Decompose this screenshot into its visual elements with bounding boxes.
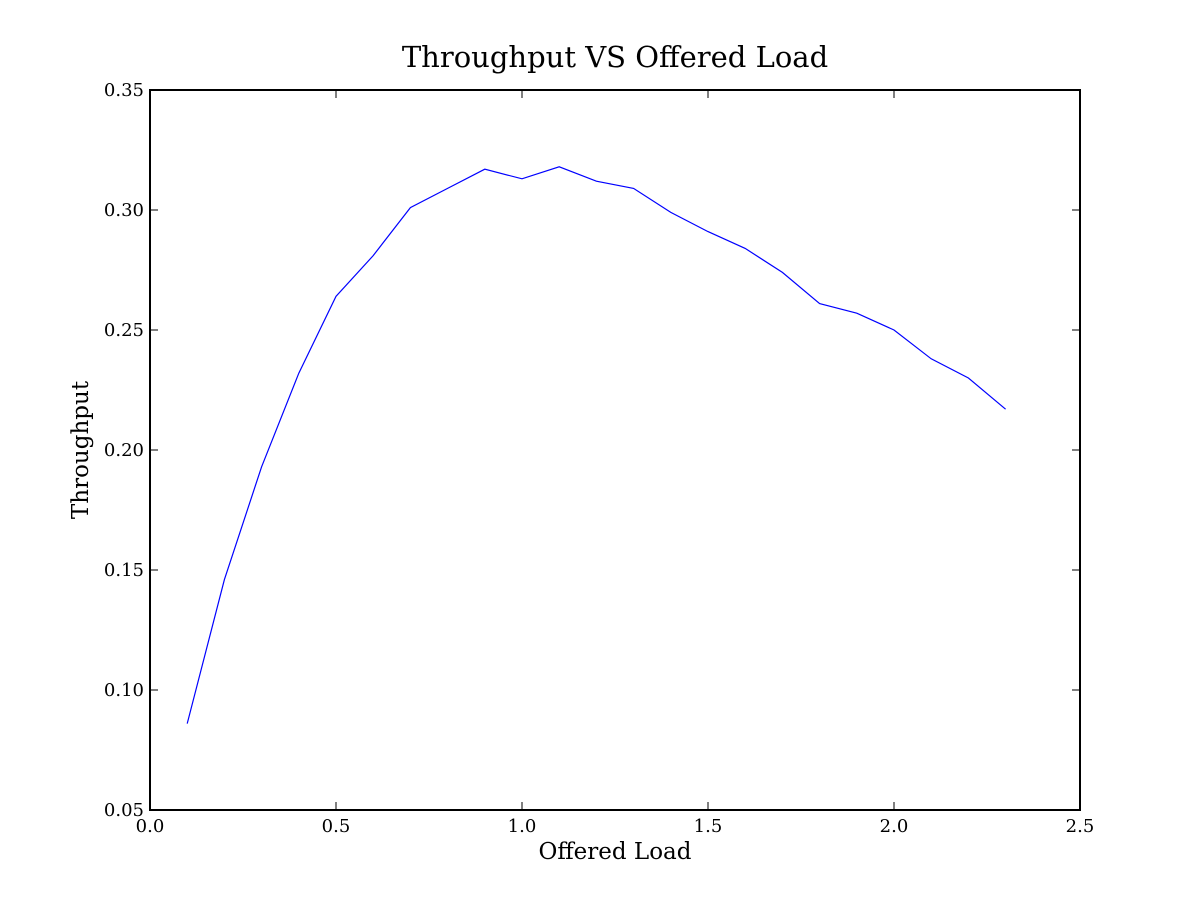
y-tick-label: 0.30 [104, 200, 144, 221]
x-tick-label: 2.0 [880, 816, 909, 837]
y-tick-label: 0.10 [104, 680, 144, 701]
y-tick-label: 0.25 [104, 320, 144, 341]
x-tick-label: 1.5 [694, 816, 723, 837]
y-tick-label: 0.20 [104, 440, 144, 461]
axes-frame [150, 90, 1080, 810]
chart-title: Throughput VS Offered Load [402, 40, 828, 74]
y-tick-label: 0.05 [104, 800, 144, 821]
x-tick-label: 1.0 [508, 816, 537, 837]
x-axis-label: Offered Load [538, 839, 691, 865]
y-tick-label: 0.35 [104, 80, 144, 101]
x-tick-label: 2.5 [1066, 816, 1095, 837]
x-tick-label: 0.5 [322, 816, 351, 837]
y-axis-label: Throughput [68, 380, 94, 519]
series-line [187, 167, 1005, 724]
y-tick-label: 0.15 [104, 560, 144, 581]
